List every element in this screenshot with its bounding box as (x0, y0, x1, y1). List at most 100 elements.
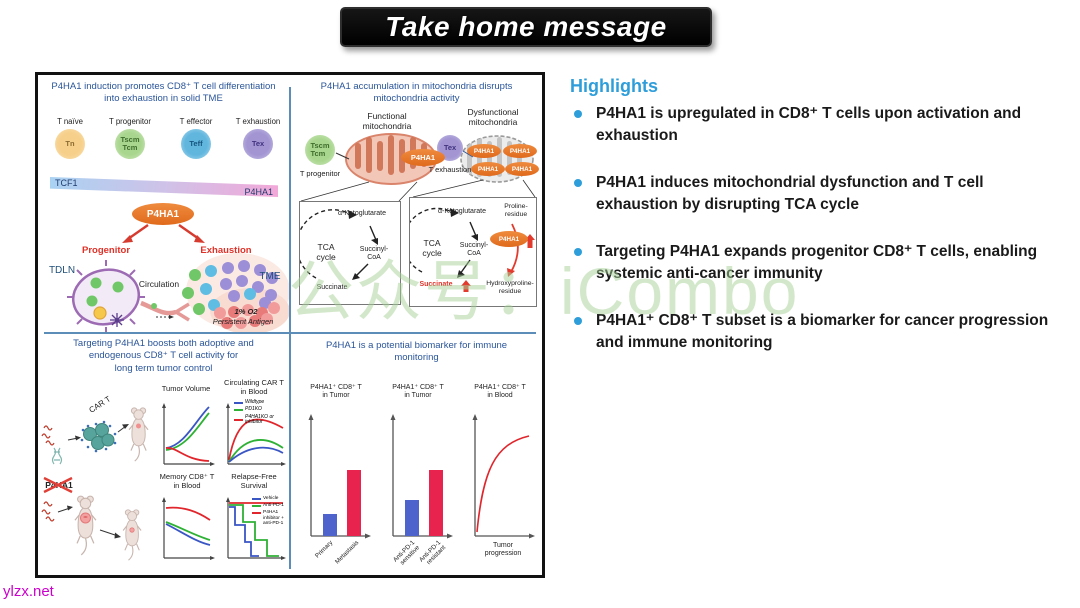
legend-label: Vehicle (263, 496, 279, 501)
biomarker-chart2-title: P4HA1⁺ CD8⁺ T in Tumor (392, 384, 444, 400)
p4ha1-ko-label: P4HA1 (45, 480, 73, 490)
panel-b-title: P4HA1 accumulation in mitochondria disru… (320, 81, 513, 105)
dna-icon (51, 447, 63, 465)
relapse-free-title: Relapse-Free Survival (231, 472, 277, 490)
blood-progression-chart (472, 414, 535, 539)
highlight-item: P4HA1⁺ CD8⁺ T subset is a biomarker for … (570, 310, 1064, 355)
pd1-response-chart (390, 414, 453, 539)
exhaustion-label: Exhaustion (200, 245, 252, 256)
p4ha1-gradient-label: P4HA1 (244, 187, 273, 197)
tumor-mouse-illustration (41, 495, 142, 561)
mouse-treated (122, 509, 142, 561)
graphical-abstract: P4HA1 induction promotes CD8⁺ T cell dif… (35, 72, 545, 578)
legend-dash (252, 504, 261, 507)
mouse-with-tumor (74, 495, 97, 556)
hydroxyproline-label: Hydroxyproline- residue (486, 280, 534, 296)
highlights-heading: Highlights (570, 76, 658, 96)
divider-vertical (289, 87, 291, 569)
highlight-text: P4HA1 induces mitochondrial dysfunction … (596, 173, 984, 214)
hypoxia-label: 1% O2 (234, 307, 258, 316)
legend-label: Anti-PD-1 (263, 503, 284, 509)
survival-legend: Vehicle Anti-PD-1 P4HA1 inhibitor + anti… (252, 496, 284, 528)
lymph-node-illustration (67, 260, 145, 332)
circulating-cart-chart (226, 403, 286, 466)
footer-link[interactable]: ylzx.net (3, 583, 54, 600)
tme-cluster (182, 253, 289, 332)
legend-dash (252, 497, 261, 500)
bullet-dot-icon (574, 178, 582, 187)
cell-col-naive: T naïve Tn (42, 117, 98, 159)
circulating-cart-title: Circulating CAR T in Blood (224, 378, 284, 396)
legend-label: Wildtype (245, 399, 265, 405)
cart-illustration (41, 407, 149, 465)
tca-box-normal: α-Ketoglutarate TCA cycle Succinyl- CoA … (299, 201, 401, 305)
biomarker-chart3-title: P4HA1⁺ CD8⁺ T in Blood (474, 384, 526, 400)
progenitor-label: Progenitor (81, 245, 131, 256)
tcf1-label: TCF1 (55, 178, 78, 188)
highlights-list: P4HA1 is upregulated in CD8⁺ T cells upo… (570, 103, 1062, 355)
p4ha1-chip: P4HA1 (401, 149, 445, 166)
p4ha1-chip: P4HA1 (503, 144, 537, 158)
highlight-text: Targeting P4HA1 expands progenitor CD8⁺ … (596, 242, 1038, 283)
highlight-text: P4HA1⁺ CD8⁺ T subset is a biomarker for … (596, 311, 1049, 352)
tex-cell: Tex (243, 129, 273, 159)
p4ha1-chip: P4HA1 (471, 162, 505, 176)
divider-horizontal (44, 332, 536, 334)
mouse-row1 (128, 407, 149, 462)
tscm-cell: Tscm Tcm (115, 129, 145, 159)
legend-label: P4HA1KO or inhibitor (245, 413, 274, 426)
t-exhaustion-label: T exhaustion (428, 165, 472, 174)
panel-c-title: Targeting P4HA1 boosts both adoptive and… (73, 338, 254, 374)
tdln-label: TDLN (48, 265, 76, 276)
dysfunctional-label: Dysfunctional mitochondria (467, 107, 519, 128)
tme-label: TME (259, 271, 281, 282)
legend-dash (234, 419, 243, 422)
bullet-dot-icon (574, 110, 582, 118)
bullet-dot-icon (574, 316, 582, 325)
car-t-cluster (80, 420, 117, 453)
primary-metastasis-chart (308, 414, 371, 539)
panel-a-title: P4HA1 induction promotes CD8⁺ T cell dif… (51, 81, 276, 105)
panel-a-art (67, 224, 289, 332)
blood-vessel (140, 300, 190, 322)
tscm-cell: Tscm Tcm (305, 135, 335, 165)
bar-sensitive (405, 500, 419, 536)
panel-d-title: P4HA1 is a potential biomarker for immun… (325, 340, 508, 364)
tumor-volume-chart (162, 403, 215, 466)
legend-dash (234, 409, 243, 412)
xlabel-primary: Primary (313, 539, 335, 560)
tca-cycle-label: TCA cycle (422, 238, 442, 259)
antibody-squiggles (41, 425, 55, 446)
succinyl-coa-label: Succinyl- CoA (359, 246, 389, 262)
tca-arrows (300, 209, 378, 280)
p4ha1-chip: P4HA1 (505, 162, 539, 176)
cell-col-exhaustion: T exhaustion Tex (230, 117, 286, 159)
tca-cycle-label: TCA cycle (316, 242, 336, 263)
p4ha1-effect-arrows (122, 224, 205, 243)
panel-targeting: Targeting P4HA1 boosts both adoptive and… (38, 334, 289, 575)
panel-mitochondria: P4HA1 accumulation in mitochondria disru… (291, 75, 542, 332)
biomarker-chart1-title: P4HA1⁺ CD8⁺ T in Tumor (310, 384, 362, 400)
cell-label: T naïve (57, 117, 83, 126)
cell-col-progenitor: T progenitor Tscm Tcm (102, 117, 158, 159)
bar-resistant (429, 470, 443, 536)
cell-label: T effector (179, 117, 213, 126)
antibody-squiggles (41, 501, 55, 522)
title-banner: Take home message (340, 7, 712, 47)
succinate-label: Succinate (316, 284, 348, 291)
persistent-antigen-label: Persistent Antigen (212, 317, 274, 326)
cell-label: T exhaustion (235, 117, 281, 126)
highlight-item: P4HA1 induces mitochondrial dysfunction … (570, 172, 1064, 217)
xlabel-progression: Tumor progression (484, 542, 522, 558)
akg-label: α-Ketoglutarate (437, 208, 487, 215)
bar-primary (323, 514, 337, 536)
legend-dash (234, 401, 243, 404)
succinate-up-label: Succinate (419, 281, 453, 288)
legend-dash (252, 512, 261, 515)
highlight-item: P4HA1 is upregulated in CD8⁺ T cells upo… (570, 103, 1064, 148)
memory-cd8-chart (162, 497, 215, 560)
p4ha1-chip: P4HA1 (467, 144, 501, 158)
circulation-label: Circulation (138, 279, 180, 289)
highlight-item: Targeting P4HA1 expands progenitor CD8⁺ … (570, 241, 1064, 286)
tca-box-disrupted: α-Ketoglutarate TCA cycle Succinyl- CoA … (409, 197, 537, 307)
